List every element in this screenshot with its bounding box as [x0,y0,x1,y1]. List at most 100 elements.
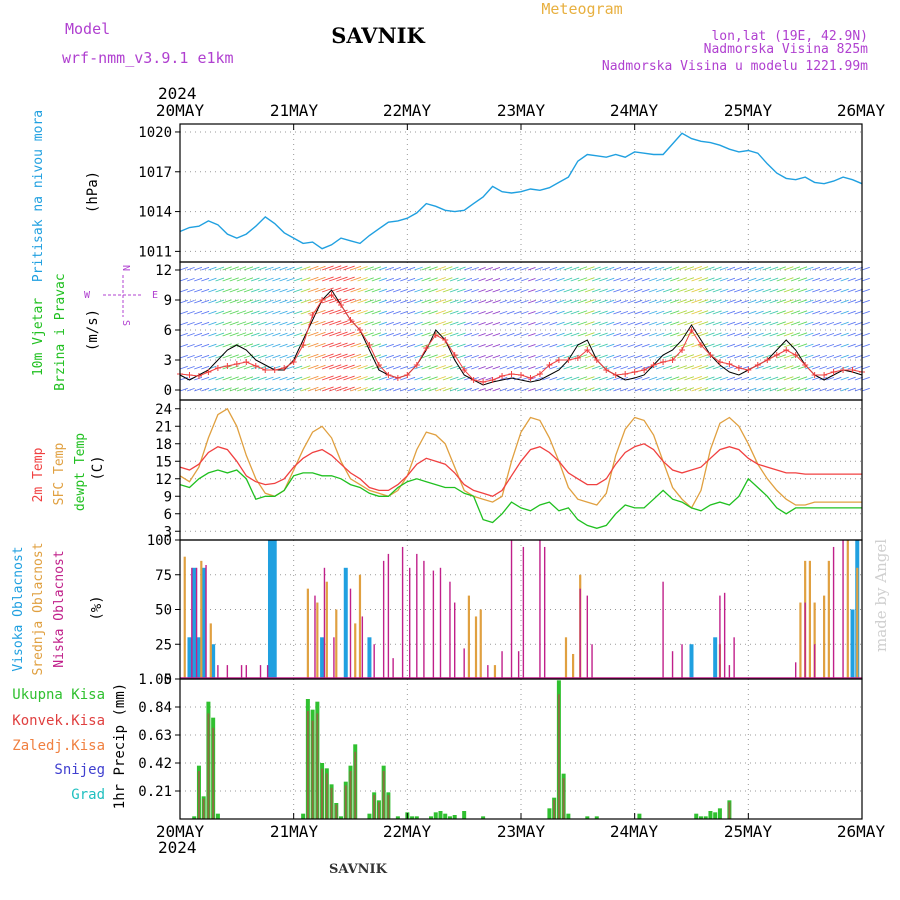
wind-barb [698,266,709,271]
wind-barb [201,332,210,337]
wind-barb [257,321,267,326]
wind-barb [186,343,195,348]
wind-barb [741,288,750,293]
wind-barb [257,266,267,271]
gust-marker [404,372,411,378]
wind-barb [364,277,374,282]
wind-barb [861,266,870,271]
wind-barb [471,332,479,337]
wind-barb [577,321,588,326]
precip-bar [717,808,722,819]
wind-barb [776,277,786,282]
wind-barb [840,321,849,326]
wind-barb [840,266,849,271]
wind-barb [542,277,550,282]
wind-barb [805,376,814,381]
wind-barb [336,364,348,370]
wind-barb [797,343,808,348]
wind-barb [329,320,342,326]
wind-barb [272,266,281,271]
wind-barb [407,310,416,315]
wind-barb [741,376,750,381]
wind-barb [449,266,459,271]
wind-barb [350,386,362,392]
gust-marker [347,317,354,323]
wind-barb [812,288,821,293]
wind-barb [464,266,473,271]
wind-barb [257,332,267,337]
wind-barb [812,365,821,370]
gust-marker [290,359,297,365]
wind-barb [769,288,779,293]
precip-conv-bar [354,751,357,819]
wind-barb [634,376,643,381]
wind-barb [861,332,870,337]
gust-marker [802,362,809,368]
wind-barb [520,354,529,359]
wind-barb [201,266,210,271]
wind-barb [535,354,543,359]
wind-barb [357,310,368,315]
wind-barb [783,299,794,304]
wind-barb [797,354,808,359]
wind-barb [364,376,374,381]
wind-barb [648,266,658,271]
gust-marker [679,347,686,353]
wind-barb [449,387,459,392]
wind-barb [179,321,188,326]
wind-barb [549,376,558,381]
gust-marker [328,292,335,298]
wind-barb [371,332,381,337]
wind-barb [826,321,835,326]
wind-barb [350,342,362,348]
wind-barb [194,354,203,359]
wind-barb [641,321,650,326]
wind-barb [691,320,702,326]
wind-barb [371,321,381,326]
wind-barb [229,310,239,315]
wind-barb [549,365,558,370]
y-tick-label: 100 [147,533,172,549]
precip-conv-bar [207,713,210,819]
wind-barb [236,321,247,326]
low-cloud-bar [517,651,520,679]
wind-barb [805,310,814,315]
wind-barb [840,299,849,304]
wind-barb [201,376,210,381]
wind-barb [421,288,431,293]
wind-barb [350,276,362,282]
wind-barb [179,299,188,304]
gust-marker [811,372,818,378]
wind-barb [179,343,188,348]
gust-marker [792,352,799,358]
wind-barb [293,365,303,370]
precip-bar [367,813,372,819]
cloud-ylabel-mid: Srednja Oblacnost [31,542,46,675]
wind-barb [371,266,381,271]
wind-barb [556,376,565,381]
low-cloud-bar [392,658,394,679]
mid-cloud-bar [846,540,849,679]
wind-barb [513,376,522,381]
wind-barb [527,376,536,381]
wind-barb [194,387,203,392]
wind-barb [591,299,601,304]
wind-barb [712,365,722,370]
x-tick-label: 25MAY [724,822,773,841]
wind-barb [733,376,743,381]
wind-barb [655,387,665,392]
wind-barb [570,332,580,337]
wind-barb [449,343,459,348]
wind-barb [790,266,801,271]
gust-marker [205,369,212,375]
wind-barb [307,298,319,304]
wind-barb [201,365,210,370]
wind-barb [286,354,295,359]
wind-barb [634,321,643,326]
gust-marker [233,361,240,367]
wind-barb [464,365,473,370]
low-cloud-bar [671,651,674,679]
wind-barb [478,267,486,271]
wind-barb [783,310,794,315]
wind-barb [435,343,446,348]
